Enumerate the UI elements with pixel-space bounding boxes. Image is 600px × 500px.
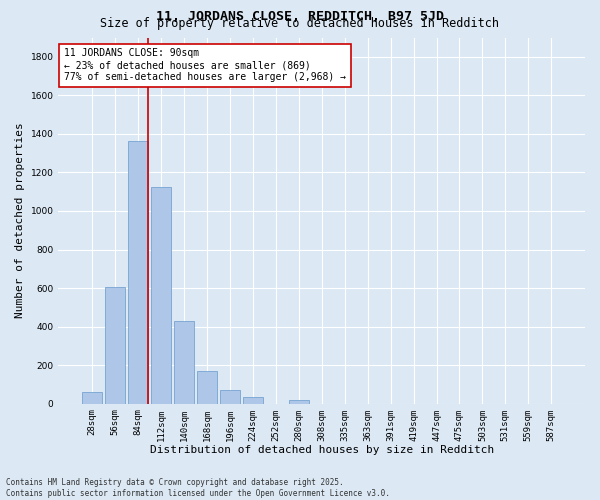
Bar — [243, 397, 263, 404]
Bar — [151, 187, 171, 404]
Bar — [289, 400, 308, 404]
X-axis label: Distribution of detached houses by size in Redditch: Distribution of detached houses by size … — [149, 445, 494, 455]
Bar — [106, 287, 125, 404]
Bar — [128, 140, 148, 404]
Bar — [82, 392, 102, 404]
Text: Contains HM Land Registry data © Crown copyright and database right 2025.
Contai: Contains HM Land Registry data © Crown c… — [6, 478, 390, 498]
Bar — [220, 390, 239, 404]
Y-axis label: Number of detached properties: Number of detached properties — [15, 122, 25, 318]
Bar — [174, 321, 194, 404]
Text: 11, JORDANS CLOSE, REDDITCH, B97 5JD: 11, JORDANS CLOSE, REDDITCH, B97 5JD — [156, 10, 444, 23]
Text: Size of property relative to detached houses in Redditch: Size of property relative to detached ho… — [101, 18, 499, 30]
Text: 11 JORDANS CLOSE: 90sqm
← 23% of detached houses are smaller (869)
77% of semi-d: 11 JORDANS CLOSE: 90sqm ← 23% of detache… — [64, 48, 346, 82]
Bar — [197, 371, 217, 404]
